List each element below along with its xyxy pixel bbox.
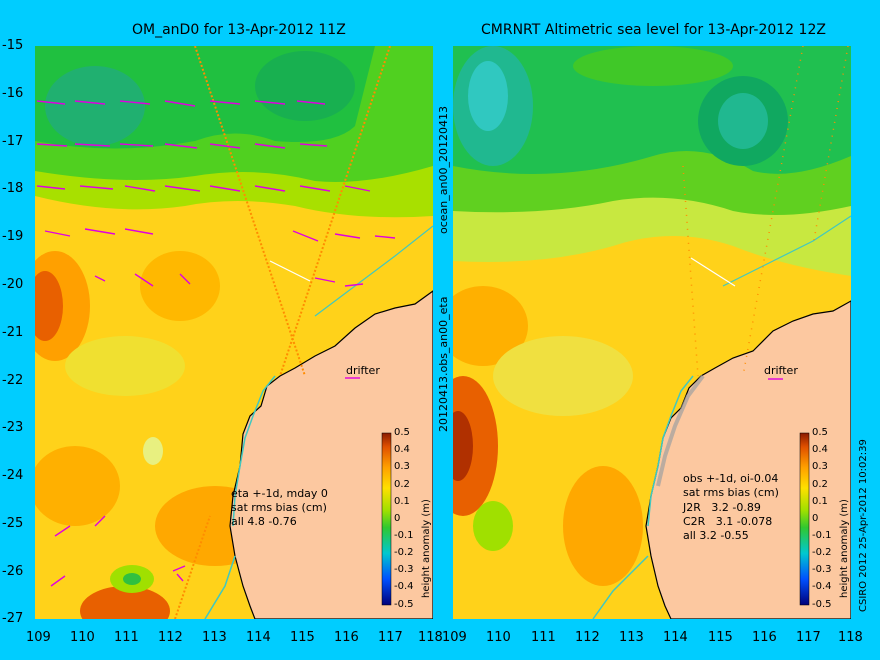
x-tick: 113 — [619, 630, 644, 645]
x-tick: 115 — [708, 630, 733, 645]
cbar-tick: -0.1 — [812, 530, 832, 541]
x-tick: 111 — [114, 630, 139, 645]
colorbar-right — [799, 432, 810, 606]
side-label-top: ocean_an00_20120413 — [437, 106, 450, 234]
cbar-tick: 0.3 — [812, 461, 828, 472]
x-tick: 114 — [246, 630, 271, 645]
cbar-tick: 0.2 — [394, 479, 410, 490]
cbar-tick: -0.2 — [812, 547, 832, 558]
right-annotation-line: obs +-1d, oi-0.04 — [683, 472, 779, 485]
y-tick: -27 — [2, 611, 24, 626]
side-label-bottom: 20120413.obs_an00_eta — [437, 296, 450, 432]
right-map-panel: obs +-1d, oi-0.04 sat rms bias (cm) J2R … — [453, 46, 851, 619]
y-tick: -16 — [2, 86, 24, 101]
left-panel-title: OM_anD0 for 13-Apr-2012 11Z — [132, 22, 346, 38]
right-annotation-line: J2R 3.2 -0.89 — [683, 501, 761, 514]
y-tick: -19 — [2, 229, 24, 244]
cbar-tick: -0.4 — [812, 581, 832, 592]
cbar-tick: 0 — [812, 513, 819, 524]
right-panel-title: CMRNRT Altimetric sea level for 13-Apr-2… — [481, 22, 826, 38]
left-map-panel: eta +-1d, mday 0 sat rms bias (cm) all 4… — [35, 46, 433, 619]
cbar-tick: 0.4 — [812, 444, 828, 455]
y-tick: -15 — [2, 38, 24, 53]
right-annotation-line: sat rms bias (cm) — [683, 486, 779, 499]
left-drifter-label: drifter — [346, 364, 380, 377]
cbar-tick: 0.2 — [812, 479, 828, 490]
x-tick: 118 — [838, 630, 863, 645]
cbar-tick: 0.3 — [394, 461, 410, 472]
right-annotation-line: all 3.2 -0.55 — [683, 529, 749, 542]
cbar-tick: -0.3 — [812, 564, 832, 575]
cbar-tick: 0.1 — [812, 496, 828, 507]
cbar-tick: 0.5 — [394, 427, 410, 438]
cbar-tick: -0.1 — [394, 530, 414, 541]
cbar-tick: -0.4 — [394, 581, 414, 592]
x-tick: 111 — [531, 630, 556, 645]
y-tick: -22 — [2, 373, 24, 388]
colorbar-label: height anomaly (m) — [421, 499, 432, 598]
credit-label: CSIRO 2012 25-Apr-2012 10:02:39 — [858, 439, 869, 612]
right-map-svg — [453, 46, 851, 619]
current-vectors — [36, 100, 396, 587]
y-tick: -17 — [2, 134, 24, 149]
y-tick: -25 — [2, 516, 24, 531]
x-tick: 117 — [796, 630, 821, 645]
x-tick: 112 — [158, 630, 183, 645]
x-tick: 115 — [290, 630, 315, 645]
left-annotation-line: all 4.8 -0.76 — [231, 515, 297, 528]
y-tick: -20 — [2, 277, 24, 292]
x-tick: 110 — [70, 630, 95, 645]
left-annotation-line: eta +-1d, mday 0 — [231, 487, 328, 500]
x-tick: 114 — [663, 630, 688, 645]
x-tick: 110 — [486, 630, 511, 645]
x-tick: 109 — [26, 630, 51, 645]
x-tick: 117 — [378, 630, 403, 645]
right-drifter-label: drifter — [764, 364, 798, 377]
colorbar-label-right: height anomaly (m) — [839, 499, 850, 598]
y-tick: -18 — [2, 181, 24, 196]
x-tick: 116 — [752, 630, 777, 645]
y-tick: -26 — [2, 564, 24, 579]
cbar-tick: 0 — [394, 513, 401, 524]
colorbar — [381, 432, 392, 606]
y-tick: -21 — [2, 325, 24, 340]
cbar-tick: -0.2 — [394, 547, 414, 558]
right-annotation-line: C2R 3.1 -0.078 — [683, 515, 773, 528]
cbar-tick: 0.5 — [812, 427, 828, 438]
x-tick: 113 — [202, 630, 227, 645]
left-map-svg — [35, 46, 433, 619]
x-tick: 118 — [418, 630, 443, 645]
x-tick: 116 — [334, 630, 359, 645]
cbar-tick: -0.3 — [394, 564, 414, 575]
x-tick: 109 — [442, 630, 467, 645]
left-annotation-line: sat rms bias (cm) — [231, 501, 327, 514]
y-tick: -24 — [2, 468, 24, 483]
x-tick: 112 — [575, 630, 600, 645]
cbar-tick: 0.4 — [394, 444, 410, 455]
y-tick: -23 — [2, 420, 24, 435]
cbar-tick: -0.5 — [812, 599, 832, 610]
cbar-tick: 0.1 — [394, 496, 410, 507]
cbar-tick: -0.5 — [394, 599, 414, 610]
